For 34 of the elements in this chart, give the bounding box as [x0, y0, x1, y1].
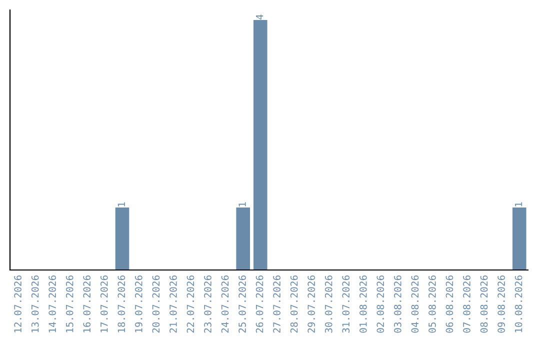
- x-tick-label: 23.07.2026: [204, 275, 212, 333]
- x-tick-label: 28.07.2026: [290, 275, 298, 333]
- x-tick-label: 24.07.2026: [221, 275, 229, 333]
- x-tick-label: 09.08.2026: [498, 275, 505, 333]
- x-tick-label: 02.08.2026: [376, 275, 384, 333]
- x-tick-label: 07.08.2026: [463, 275, 470, 333]
- x-tick-label: 22.07.2026: [186, 275, 194, 333]
- x-tick-label: 06.08.2026: [446, 275, 454, 333]
- x-tick-label: 14.07.2026: [48, 275, 56, 332]
- x-tick-label: 12.07.2026: [14, 275, 22, 332]
- x-tick-label: 27.07.2026: [273, 275, 280, 333]
- x-tick-label: 03.08.2026: [394, 275, 402, 333]
- x-tick-label: 25.07.2026: [238, 275, 246, 333]
- x-tick-label: 31.07.2026: [342, 275, 350, 333]
- x-tick-label: 17.07.2026: [100, 275, 108, 332]
- data-label: 1: [514, 202, 522, 206]
- x-tick-label: 18.07.2026: [118, 275, 126, 332]
- x-tick-label: 13.07.2026: [31, 275, 39, 332]
- x-tick-label: 21.07.2026: [170, 275, 177, 333]
- data-label: 1: [118, 202, 125, 206]
- x-tick-label: 20.07.2026: [152, 275, 160, 333]
- x-tick-label: 15.07.2026: [66, 275, 74, 332]
- data-label: 1: [238, 202, 246, 206]
- x-tick-label: 08.08.2026: [480, 275, 488, 333]
- x-tick-label: 30.07.2026: [324, 275, 332, 333]
- x-tick-label: 16.07.2026: [83, 275, 91, 332]
- x-tick-label: 26.07.2026: [256, 275, 264, 333]
- x-tick-label: 29.07.2026: [308, 275, 316, 333]
- x-tick-label: 19.07.2026: [134, 275, 142, 332]
- x-tick-label: 05.08.2026: [428, 275, 436, 333]
- x-tick-label: 01.08.2026: [359, 275, 367, 333]
- x-tick-label: 10.08.2026: [514, 275, 522, 332]
- data-label: 4: [256, 14, 264, 20]
- x-tick-label: 04.08.2026: [411, 275, 419, 333]
